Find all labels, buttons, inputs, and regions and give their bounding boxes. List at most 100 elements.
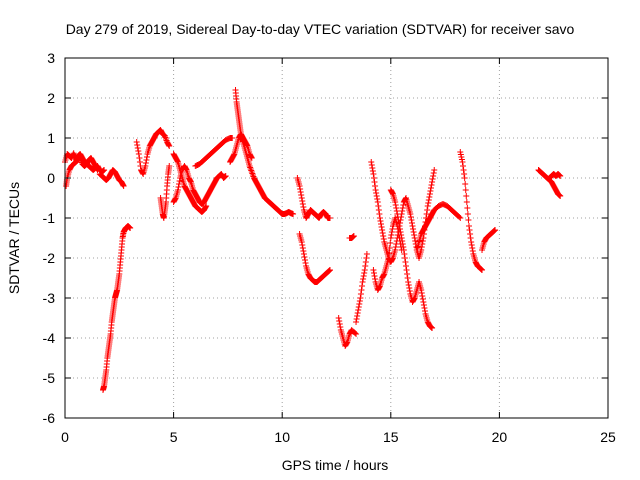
data-point (456, 214, 463, 220)
data-point (335, 315, 342, 321)
data-point (377, 218, 384, 224)
data-point (243, 142, 250, 148)
data-point (354, 310, 361, 316)
data-point (370, 171, 377, 177)
data-point (419, 238, 426, 244)
data-point (464, 211, 471, 217)
data-point (394, 211, 401, 217)
data-point (467, 231, 474, 237)
data-point (355, 307, 362, 313)
data-point (422, 308, 429, 314)
data-point (142, 160, 149, 166)
data-point (356, 301, 363, 307)
data-point (375, 203, 382, 209)
data-point (229, 135, 236, 141)
data-point (134, 142, 141, 148)
data-point (175, 184, 182, 190)
series-arc-15 (346, 233, 357, 241)
x-tick-label: 5 (170, 429, 178, 445)
data-point (297, 186, 304, 192)
data-point (368, 162, 375, 168)
data-point (398, 232, 405, 238)
data-point (402, 259, 409, 265)
grid-lines (65, 58, 608, 418)
y-tick-label: -6 (43, 410, 56, 426)
data-point (133, 139, 140, 145)
data-point (174, 187, 181, 193)
data-point (174, 158, 181, 164)
data-point (361, 267, 368, 273)
data-point (94, 166, 101, 172)
data-point (369, 165, 376, 171)
y-tick-label: -1 (43, 210, 56, 226)
data-point (222, 173, 229, 179)
data-point (203, 203, 210, 209)
data-point (386, 250, 393, 256)
data-point (468, 239, 475, 245)
data-point (400, 247, 407, 253)
data-point (353, 331, 360, 337)
data-point (430, 170, 437, 176)
data-point (420, 299, 427, 305)
data-point (410, 226, 417, 232)
data-point (374, 199, 381, 205)
data-point (393, 208, 400, 214)
data-point (355, 304, 362, 310)
data-point (379, 227, 386, 233)
data-point (371, 179, 378, 185)
data-point (426, 191, 433, 197)
data-point (392, 247, 399, 253)
data-point (290, 211, 297, 217)
data-point (393, 205, 400, 211)
data-point (379, 230, 386, 236)
data-point (420, 302, 427, 308)
data-point (373, 193, 380, 199)
data-point (407, 214, 414, 220)
data-point (412, 238, 419, 244)
data-point (134, 145, 141, 151)
plot-frame (64, 57, 609, 419)
data-point (465, 217, 472, 223)
data-point (429, 176, 436, 182)
data-point (300, 248, 307, 254)
y-tick-label: -5 (43, 370, 56, 386)
data-point (409, 223, 416, 229)
data-point (459, 159, 466, 165)
data-point (299, 242, 306, 248)
y-tick-label: 2 (47, 90, 55, 106)
data-point (351, 330, 358, 336)
data-point (460, 167, 467, 173)
data-point (356, 298, 363, 304)
data-point (425, 197, 432, 203)
data-point (143, 157, 150, 163)
data-point (418, 287, 425, 293)
data-point (94, 167, 101, 173)
data-point (395, 217, 402, 223)
data-point (373, 190, 380, 196)
series-arc-6 (157, 163, 173, 221)
data-point (343, 340, 350, 346)
data-point (378, 224, 385, 230)
data-point (362, 259, 369, 265)
series-arc-20 (413, 201, 464, 253)
data-point (388, 229, 395, 235)
data-point (428, 182, 435, 188)
series-arc-8 (170, 163, 229, 207)
series-arc-5 (133, 127, 173, 177)
data-point (419, 296, 426, 302)
y-tick-label: 3 (47, 50, 55, 66)
data-point (136, 159, 143, 165)
data-point (336, 321, 343, 327)
data-point (419, 293, 426, 299)
data-point (135, 148, 142, 154)
data-point (386, 245, 393, 251)
data-point (406, 288, 413, 294)
data-point (403, 263, 410, 269)
data-point (166, 143, 173, 149)
series-arc-7 (170, 151, 210, 215)
series-arc-2 (63, 155, 101, 189)
data-point (380, 233, 387, 239)
data-point (374, 196, 381, 202)
data-point (399, 238, 406, 244)
